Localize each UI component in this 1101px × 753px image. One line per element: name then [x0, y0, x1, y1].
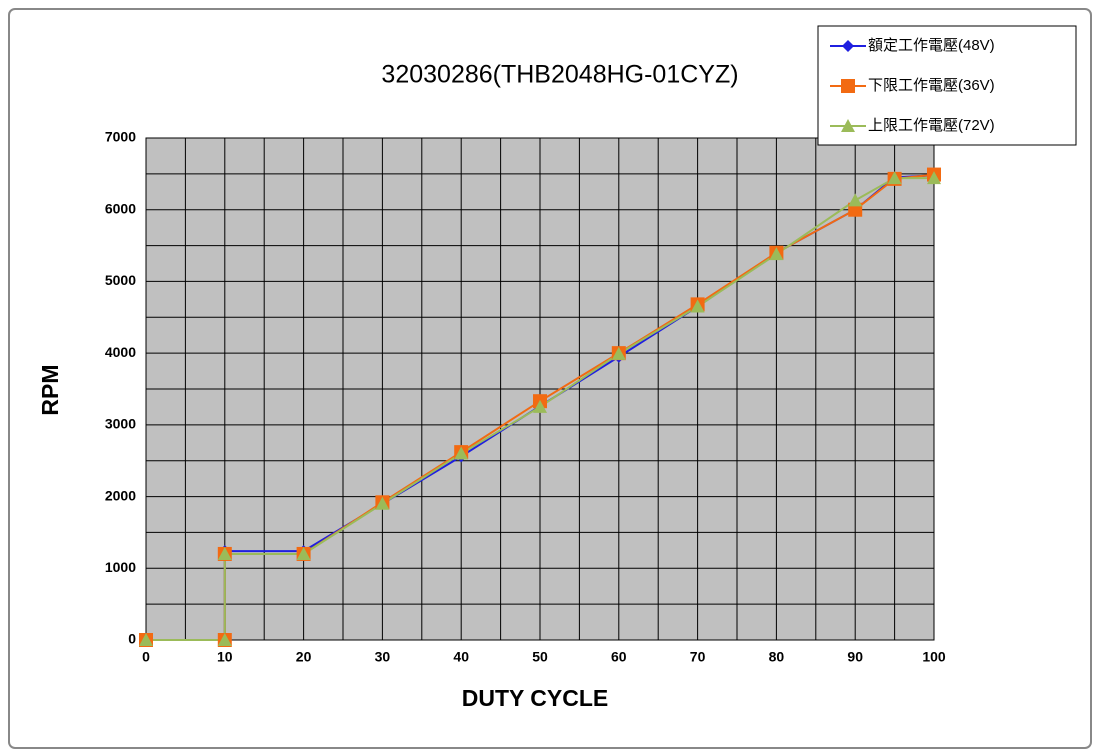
y-tick-label: 7000: [105, 129, 136, 145]
marker: [139, 633, 153, 646]
y-tick-label: 4000: [105, 344, 136, 360]
legend: 額定工作電壓(48V) 下限工作電壓(36V) 上限工作電壓(72V): [817, 25, 1077, 146]
marker: [927, 171, 941, 185]
x-tick-label: 50: [532, 649, 548, 665]
marker: [217, 546, 232, 560]
x-tick-label: 20: [296, 649, 312, 665]
y-tick-label: 3000: [105, 416, 136, 432]
marker: [848, 193, 863, 207]
chart-title: 32030286(THB2048HG-01CYZ): [381, 61, 738, 89]
y-tick-label: 2000: [105, 487, 136, 503]
x-tick-label: 10: [217, 649, 233, 665]
y-tick-label: 1000: [105, 559, 136, 575]
plot-border: [145, 137, 935, 641]
marker: [841, 79, 855, 93]
y-tick-label: 5000: [105, 272, 136, 288]
x-tick-label: 100: [922, 649, 946, 665]
x-tick-label: 60: [611, 649, 627, 665]
x-tick-label: 90: [847, 649, 863, 665]
x-tick-label: 40: [453, 649, 469, 665]
y-tick-label: 6000: [105, 200, 136, 216]
marker: [842, 40, 854, 52]
legend-label: 下限工作電壓(36V): [868, 77, 995, 94]
x-axis-label: DUTY CYCLE: [462, 685, 609, 711]
x-tick-label: 80: [769, 649, 785, 665]
y-axis-label: RPM: [37, 364, 63, 415]
legend-label: 上限工作電壓(72V): [868, 117, 995, 134]
marker: [533, 399, 547, 413]
x-tick-label: 0: [142, 649, 150, 665]
legend-label: 額定工作電壓(48V): [868, 37, 995, 54]
marker: [217, 633, 232, 646]
x-tick-label: 70: [690, 649, 706, 665]
marker: [690, 299, 705, 313]
marker: [296, 546, 311, 560]
marker: [841, 119, 855, 132]
x-tick-label: 30: [375, 649, 391, 665]
y-tick-label: 0: [128, 631, 136, 647]
marker: [769, 247, 784, 261]
marker: [611, 346, 626, 360]
marker: [454, 446, 469, 460]
marker: [887, 171, 902, 185]
marker: [375, 496, 390, 510]
